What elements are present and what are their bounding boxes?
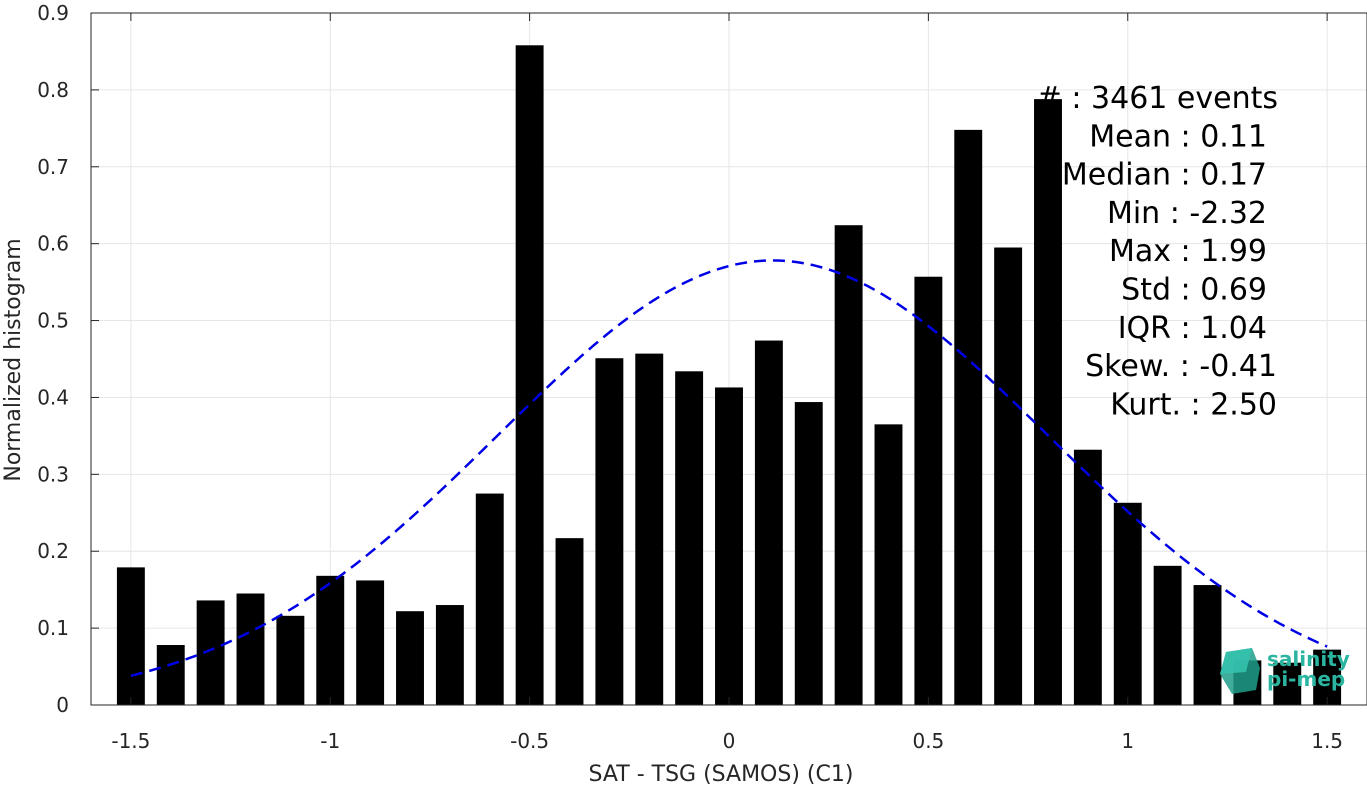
y-tick-label-4: 0.4 bbox=[37, 385, 69, 409]
histogram-bar-9 bbox=[475, 493, 504, 705]
histogram-bar-3 bbox=[236, 593, 265, 705]
histogram-bar-15 bbox=[715, 387, 743, 705]
histogram-bar-29 bbox=[1273, 662, 1302, 705]
histogram-bar-24 bbox=[1073, 449, 1102, 705]
salinity-pimep-logo: salinity pi-mep bbox=[1220, 647, 1350, 694]
y-tick-label-7: 0.7 bbox=[37, 155, 69, 179]
x-axis-label: SAT - TSG (SAMOS) (C1) bbox=[589, 762, 854, 785]
y-tick-label-5: 0.5 bbox=[37, 309, 69, 333]
histogram-bar-2 bbox=[196, 600, 225, 705]
logo-cube-shade bbox=[1220, 648, 1252, 674]
histogram-bar-26 bbox=[1153, 565, 1182, 705]
stat-1: Mean : 0.11 bbox=[1089, 119, 1267, 154]
y-tick-label-9: 0.9 bbox=[37, 1, 69, 25]
histogram-bar-20 bbox=[914, 276, 943, 705]
y-tick-label-3: 0.3 bbox=[37, 462, 69, 486]
logo-line1: salinity bbox=[1267, 647, 1350, 671]
x-tick-label-0: -1.5 bbox=[111, 729, 150, 753]
histogram-bar-6 bbox=[356, 580, 385, 705]
histogram-bars bbox=[116, 45, 1342, 706]
y-tick-label-8: 0.8 bbox=[37, 78, 69, 102]
histogram-bar-17 bbox=[794, 402, 823, 705]
histogram-bar-25 bbox=[1113, 502, 1142, 705]
stat-2: Median : 0.17 bbox=[1062, 158, 1267, 193]
y-tick-label-6: 0.6 bbox=[37, 232, 69, 256]
stat-8: Kurt. : 2.50 bbox=[1110, 387, 1277, 422]
histogram-bar-12 bbox=[595, 358, 624, 705]
histogram-bar-5 bbox=[316, 575, 345, 705]
stat-0: # : 3461 events bbox=[1037, 81, 1278, 116]
x-tick-label-1: -1 bbox=[320, 729, 340, 753]
y-tick-label-0: 0 bbox=[56, 693, 69, 717]
x-tick-label-3: 0 bbox=[723, 729, 736, 753]
histogram-bar-14 bbox=[675, 371, 704, 705]
histogram-bar-11 bbox=[555, 538, 584, 705]
histogram-bar-30 bbox=[1313, 649, 1342, 705]
y-tick-label-2: 0.2 bbox=[37, 539, 69, 563]
y-axis-label: Normalized histogram bbox=[1, 238, 26, 481]
histogram-bar-21 bbox=[954, 129, 983, 706]
histogram-bar-8 bbox=[435, 605, 464, 705]
histogram-bar-1 bbox=[156, 645, 185, 705]
histogram-bar-16 bbox=[754, 340, 783, 705]
histogram-bar-23 bbox=[1034, 99, 1062, 706]
logo-line2: pi-mep bbox=[1267, 667, 1345, 691]
stat-7: Skew. : -0.41 bbox=[1085, 349, 1277, 384]
y-tick-label-1: 0.1 bbox=[37, 616, 69, 640]
y-axis-ticks: 0 0.1 0.2 0.3 0.4 0.5 0.6 0.7 0.8 0.9 bbox=[37, 1, 99, 717]
histogram-bar-13 bbox=[635, 353, 664, 705]
x-tick-label-6: 1.5 bbox=[1311, 729, 1343, 753]
x-tick-label-4: 0.5 bbox=[912, 729, 944, 753]
stat-4: Max : 1.99 bbox=[1109, 234, 1267, 269]
histogram-bar-10 bbox=[515, 45, 544, 705]
histogram-bar-0 bbox=[116, 567, 145, 705]
x-tick-label-5: 1 bbox=[1121, 729, 1134, 753]
histogram-bar-4 bbox=[276, 615, 305, 705]
histogram-bar-18 bbox=[834, 225, 863, 706]
stat-3: Min : -2.32 bbox=[1107, 196, 1267, 231]
x-tick-label-2: -0.5 bbox=[510, 729, 549, 753]
histogram-bar-7 bbox=[396, 611, 424, 705]
normal-fit-curve bbox=[130, 259, 1328, 677]
x-axis-ticks: -1.5 -1 -0.5 0 0.5 1 1.5 bbox=[111, 13, 1343, 753]
histogram-bar-19 bbox=[874, 424, 903, 705]
histogram-bar-22 bbox=[994, 247, 1023, 705]
stat-5: Std : 0.69 bbox=[1121, 273, 1267, 308]
histogram-bar-27 bbox=[1193, 585, 1222, 705]
stat-6: IQR : 1.04 bbox=[1118, 311, 1267, 346]
